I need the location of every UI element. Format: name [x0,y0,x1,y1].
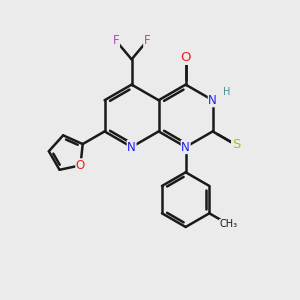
Text: N: N [127,140,136,154]
Text: F: F [113,34,119,47]
Text: N: N [181,140,190,154]
Text: CH₃: CH₃ [220,220,238,230]
Text: O: O [76,159,85,172]
Text: H: H [223,87,230,97]
Text: O: O [180,51,191,64]
Text: N: N [208,94,217,107]
Text: S: S [232,138,240,151]
Text: F: F [144,34,150,47]
